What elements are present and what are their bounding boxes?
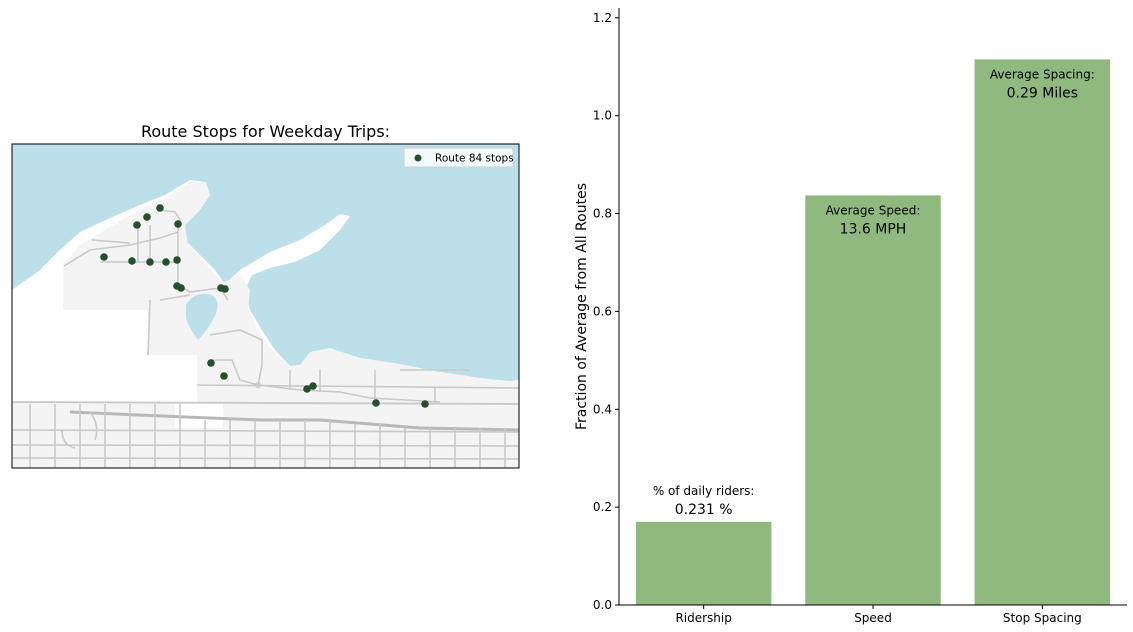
stop-marker xyxy=(221,285,229,293)
stop-marker xyxy=(177,284,185,292)
y-tick-label: 0.2 xyxy=(593,500,612,514)
stop-marker xyxy=(174,220,182,228)
road-network xyxy=(12,209,519,468)
water-area xyxy=(12,144,519,382)
stop-marker xyxy=(303,385,311,393)
stop-marker xyxy=(100,253,108,261)
bar-annotation-value: 0.29 Miles xyxy=(1007,85,1078,101)
bar-annotation-label: % of daily riders: xyxy=(653,484,755,498)
bar xyxy=(635,521,772,605)
x-tick-label: Stop Spacing xyxy=(1003,611,1082,625)
bar-annotation-label: Average Speed: xyxy=(826,203,921,217)
y-tick-label: 1.2 xyxy=(593,11,612,25)
stop-marker xyxy=(173,256,181,264)
bar-annotation-value: 13.6 MPH xyxy=(840,221,907,237)
y-tick-label: 0.8 xyxy=(593,207,612,221)
y-tick-label: 0.4 xyxy=(593,402,612,416)
bar-chart: Ridership % of daily riders: 0.231 % Speed A… xyxy=(574,8,1127,625)
stop-marker xyxy=(421,400,429,408)
map-title: Route Stops for Weekday Trips: xyxy=(140,122,391,141)
map-legend: Route 84 stops xyxy=(403,147,514,168)
stop-marker xyxy=(162,258,170,266)
stop-marker xyxy=(143,213,151,221)
y-tick-label: 1.0 xyxy=(593,109,612,123)
x-tick-label: Speed xyxy=(854,611,892,625)
x-tick-label: Ridership xyxy=(675,611,731,625)
bar-annotation-label: Average Spacing: xyxy=(990,67,1095,81)
y-tick-label: 0.0 xyxy=(593,598,612,612)
stop-marker xyxy=(128,257,136,265)
bar xyxy=(805,195,941,605)
bar xyxy=(974,59,1111,605)
stop-marker xyxy=(372,399,380,407)
legend-label: Route 84 stops xyxy=(435,153,514,165)
bar-annotation-value: 0.231 % xyxy=(675,502,733,518)
legend-marker xyxy=(414,154,422,162)
stop-marker xyxy=(156,204,164,212)
map-basemap xyxy=(12,144,519,468)
map-frame xyxy=(11,143,520,469)
stop-marker xyxy=(207,359,215,367)
stop-marker xyxy=(309,382,317,390)
route-stops xyxy=(100,204,429,408)
stop-marker xyxy=(146,258,154,266)
stop-marker xyxy=(220,372,228,380)
stop-marker xyxy=(133,221,141,229)
y-tick-label: 0.6 xyxy=(593,304,612,318)
y-axis-label: Fraction of Average from All Routes xyxy=(574,183,590,430)
